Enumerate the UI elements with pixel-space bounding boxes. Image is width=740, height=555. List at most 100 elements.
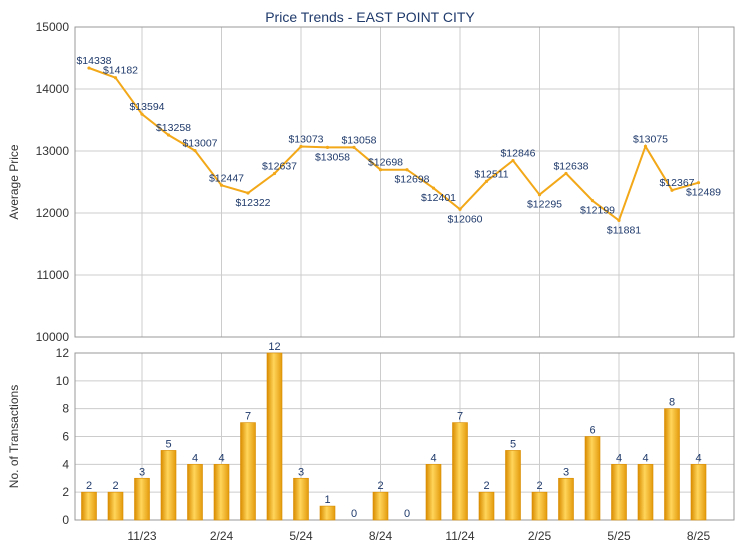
tx-data-label: 2	[377, 480, 383, 492]
tx-bar	[452, 422, 468, 521]
tx-data-label: 0	[404, 508, 410, 520]
price-data-label: $12489	[686, 187, 721, 199]
tx-data-label: 2	[112, 480, 118, 492]
price-point	[193, 148, 197, 153]
tx-ytick-label: 8	[62, 402, 69, 416]
tx-data-label: 2	[536, 480, 542, 492]
price-data-label: $12638	[553, 160, 588, 172]
tx-bar	[160, 450, 177, 521]
price-point	[166, 133, 171, 137]
tx-data-label: 3	[139, 466, 145, 478]
price-ylabel: Average Price	[7, 144, 21, 219]
price-data-label: $12447	[209, 172, 244, 184]
price-ytick-label: 15000	[36, 20, 70, 34]
price-ytick-label: 11000	[37, 268, 70, 282]
price-point	[140, 112, 144, 116]
price-ytick-label: 10000	[36, 330, 70, 344]
tx-data-label: 5	[510, 438, 516, 450]
x-tick-label: 8/24	[369, 529, 393, 543]
price-point	[617, 218, 621, 222]
price-data-label: $12295	[527, 199, 562, 211]
price-point	[458, 207, 462, 211]
tx-bar	[637, 464, 654, 521]
price-data-label: $13058	[315, 151, 350, 163]
price-point	[272, 171, 277, 176]
price-data-label: $12322	[235, 197, 270, 209]
x-tick-label: 8/25	[687, 529, 711, 543]
price-point	[299, 144, 303, 149]
tx-ytick-label: 6	[62, 430, 69, 444]
x-tick-label: 11/24	[445, 529, 474, 543]
tx-bar	[664, 408, 680, 521]
tx-ytick-label: 0	[62, 513, 69, 527]
tx-data-label: 5	[165, 438, 171, 450]
price-ytick-label: 12000	[36, 206, 70, 220]
tx-ytick-label: 12	[56, 346, 70, 360]
tx-data-label: 1	[324, 494, 330, 506]
price-data-label: $12698	[394, 174, 429, 186]
price-point	[431, 186, 436, 190]
tx-ylabel: No. of Transactions	[7, 385, 21, 488]
tx-bar	[293, 477, 309, 521]
price-data-label: $13594	[129, 101, 164, 113]
price-point	[405, 168, 409, 172]
tx-bar	[372, 491, 389, 521]
tx-bar	[584, 436, 601, 521]
price-point	[590, 199, 595, 203]
tx-ytick-label: 10	[56, 374, 70, 388]
price-data-label: $14338	[76, 55, 111, 67]
price-point	[219, 183, 224, 187]
tx-data-label: 6	[589, 425, 595, 437]
price-data-label: $14182	[103, 65, 138, 77]
tx-data-label: 12	[268, 341, 280, 353]
price-data-label: $13073	[288, 133, 323, 145]
tx-bar	[213, 464, 230, 521]
tx-data-label: 3	[563, 466, 569, 478]
price-point	[484, 179, 489, 183]
price-point	[352, 145, 356, 150]
tx-bar	[319, 505, 336, 521]
price-data-label: $12367	[659, 177, 694, 189]
price-data-label: $12199	[580, 205, 615, 217]
price-data-label: $12698	[368, 157, 403, 169]
price-data-label: $13007	[182, 138, 217, 150]
tx-data-label: 4	[430, 452, 436, 464]
tx-data-label: 0	[351, 508, 357, 520]
tx-bar	[505, 450, 521, 521]
tx-bar	[558, 477, 574, 521]
price-point	[696, 181, 701, 185]
tx-bar	[611, 464, 627, 521]
x-tick-label: 5/24	[289, 529, 313, 543]
tx-plot-frame	[74, 352, 735, 521]
tx-data-label: 4	[218, 452, 224, 464]
price-point	[113, 76, 118, 80]
price-point	[325, 145, 330, 150]
tx-bar	[134, 477, 150, 521]
tx-ytick-label: 2	[62, 485, 69, 499]
x-tick-label: 11/23	[127, 529, 156, 543]
price-point	[643, 144, 648, 148]
tx-bar	[240, 422, 256, 521]
tx-bar	[425, 464, 442, 521]
price-plot-frame	[74, 26, 735, 338]
price-data-label: $13058	[341, 134, 376, 146]
x-tick-label: 2/24	[210, 529, 234, 543]
tx-ytick-label: 4	[62, 457, 69, 471]
price-point	[670, 188, 674, 192]
price-ytick-label: 14000	[36, 82, 70, 96]
price-data-label: $11881	[607, 224, 641, 236]
price-point	[511, 158, 515, 163]
price-data-label: $12846	[500, 148, 535, 160]
tx-data-label: 4	[192, 452, 198, 464]
tx-data-label: 4	[642, 452, 648, 464]
price-data-label: $12511	[474, 168, 508, 180]
price-ytick-label: 13000	[36, 144, 70, 158]
tx-bar	[187, 464, 203, 521]
tx-data-label: 4	[616, 452, 622, 464]
price-data-label: $13075	[633, 133, 668, 145]
chart-title: Price Trends - EAST POINT CITY	[265, 9, 475, 25]
tx-data-label: 2	[86, 480, 92, 492]
